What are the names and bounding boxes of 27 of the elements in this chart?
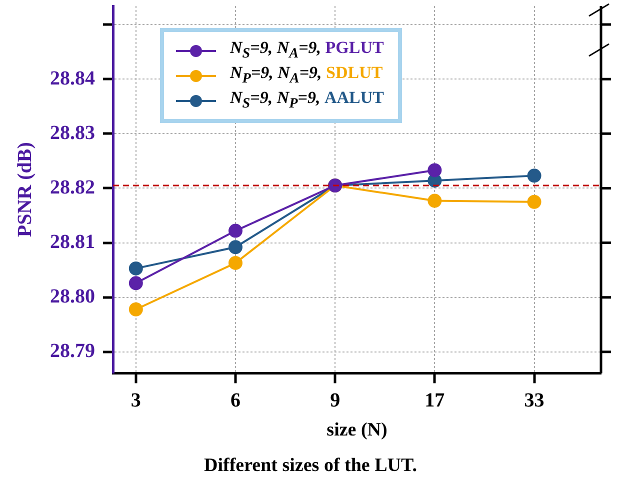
point [228,240,242,254]
point [228,224,242,238]
point [228,256,242,270]
x-tick-label: 9 [330,389,340,412]
point [527,168,542,183]
legend-label: N$_{S}$=9, N$_{P}$=9, AALUT [230,88,384,112]
legend-label: N$_{S}$=9, N$_{A}$=9, PGLUT [230,38,384,62]
y-tick-label: 28.82 [50,176,95,198]
x-tick-label: 3 [130,389,141,412]
point [128,261,143,276]
y-tick-label: 28.81 [50,230,95,253]
x-tick-label: 33 [524,389,544,412]
y-tick-label: 28.79 [50,340,95,362]
point [128,302,143,316]
x-axis-title: size (N) [326,420,388,441]
x-tick-label: 17 [424,389,445,412]
y-axis-title: PSNR (dB) [14,142,36,238]
y-tick-label: 28.84 [50,67,95,90]
y-tick-label: 28.83 [50,122,95,144]
point [527,194,542,209]
point [428,194,442,208]
text: Different sizes of the LUT. [203,455,418,477]
x-tick-label: 6 [230,389,240,412]
y-tick-label: 28.80 [50,286,95,308]
point [128,276,143,290]
legend-label: N$_{P}$=9, N$_{A}$=9, SDLUT [230,63,383,87]
point [428,163,442,178]
